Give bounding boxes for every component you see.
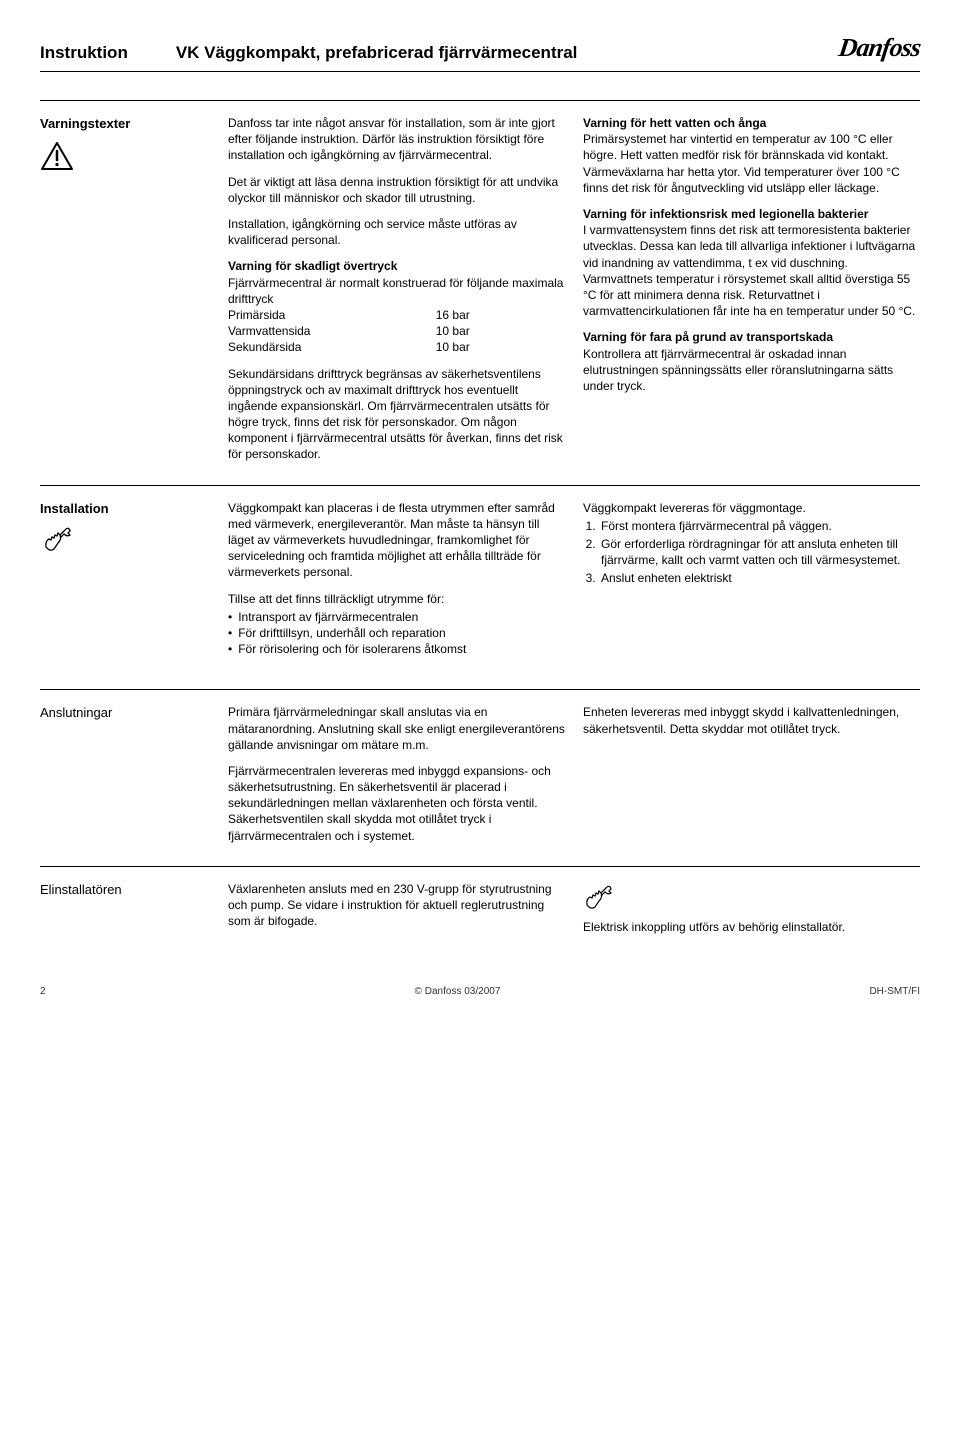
sub-heading: Varning för skadligt övertryck [228,259,397,273]
body-text: Fjärrvärmecentral är normalt konstruerad… [228,275,565,307]
section-electrical: Elinstallatören Växlarenheten ansluts me… [40,866,920,935]
section-label: Anslutningar [40,704,210,722]
section-installation: Installation Väggkompakt kan placeras i … [40,485,920,668]
body-text: Danfoss tar inte något ansvar för instal… [228,115,565,164]
body-text: I varmvattensystem finns det risk att te… [583,222,920,319]
body-text: Det är viktigt att läsa denna instruktio… [228,174,565,206]
section-label: Varningstexter [40,115,210,133]
body-text: Kontrollera att fjärrvärmecentral är osk… [583,346,920,395]
table-cell: 10 bar [436,323,565,339]
table-cell: Varmvattensida [228,323,406,339]
list-item: Intransport av fjärrvärmecentralen [228,609,565,625]
body-text: Fjärrvärmecentralen levereras med inbygg… [228,763,565,844]
doc-title: VK Väggkompakt, prefabricerad fjärrvärme… [176,42,578,65]
body-text: Primära fjärrvärmeledningar skall anslut… [228,704,565,753]
list-item: Anslut enheten elektriskt [599,570,920,586]
sub-heading: Varning för hett vatten och ånga [583,116,766,130]
conn-left-col: Primära fjärrvärmeledningar skall anslut… [228,704,565,844]
sub-heading: Varning för infektionsrisk med legionell… [583,207,868,221]
install-right-col: Väggkompakt levereras för väggmontage. F… [583,500,920,668]
page-header: Instruktion VK Väggkompakt, prefabricera… [40,30,920,72]
pressure-table: Primärsida 16 bar Varmvattensida 10 bar … [228,307,565,356]
section-label: Elinstallatören [40,881,210,899]
list-item: För rörisolering och för isolerarens åtk… [228,641,565,657]
list-item: För drifttillsyn, underhåll och reparati… [228,625,565,641]
brand-logo: Danfoss [836,30,922,65]
footer-code: DH-SMT/FI [869,985,920,999]
warnings-right-col: Varning för hett vatten och ånga Primärs… [583,115,920,463]
table-cell: 16 bar [436,307,565,323]
header-titles: Instruktion VK Väggkompakt, prefabricera… [40,42,577,65]
body-text: Tillse att det finns tillräckligt utrymm… [228,591,565,607]
body-text: Väggkompakt kan placeras i de flesta utr… [228,500,565,581]
wrench-hand-icon [583,885,920,911]
footer-copyright: © Danfoss 03/2007 [46,985,870,999]
list-item: Gör erforderliga rördragningar för att a… [599,536,920,568]
elec-right-col: Elektrisk inkoppling utförs av behörig e… [583,881,920,935]
section-label: Installation [40,500,210,518]
table-cell: Sekundärsida [228,339,406,355]
sub-heading: Varning för fara på grund av transportsk… [583,330,833,344]
bullet-list: Intransport av fjärrvärmecentralen För d… [228,609,565,658]
body-text: Väggkompakt levereras för väggmontage. [583,500,920,516]
conn-right-col: Enheten levereras med inbyggt skydd i ka… [583,704,920,844]
table-cell: Primärsida [228,307,406,323]
body-text: Installation, igångkörning och service m… [228,216,565,248]
wrench-hand-icon [40,525,210,555]
body-text: Sekundärsidans drifttryck begränsas av s… [228,366,565,463]
warnings-left-col: Danfoss tar inte något ansvar för instal… [228,115,565,463]
body-text: Elektrisk inkoppling utförs av behörig e… [583,919,920,935]
section-connections: Anslutningar Primära fjärrvärmeledningar… [40,689,920,844]
doc-type: Instruktion [40,42,128,65]
table-cell: 10 bar [436,339,565,355]
body-text: Primärsystemet har vintertid en temperat… [583,131,920,196]
body-text: Växlarenheten ansluts med en 230 V-grupp… [228,881,565,930]
elec-left-col: Växlarenheten ansluts med en 230 V-grupp… [228,881,565,935]
page-footer: 2 © Danfoss 03/2007 DH-SMT/FI [40,985,920,999]
list-item: Först montera fjärrvärmecentral på vägge… [599,518,920,534]
numbered-list: Först montera fjärrvärmecentral på vägge… [583,518,920,587]
section-warnings: Varningstexter Danfoss tar inte något an… [40,100,920,463]
warning-icon [40,141,210,171]
install-left-col: Väggkompakt kan placeras i de flesta utr… [228,500,565,668]
body-text: Enheten levereras med inbyggt skydd i ka… [583,704,920,736]
